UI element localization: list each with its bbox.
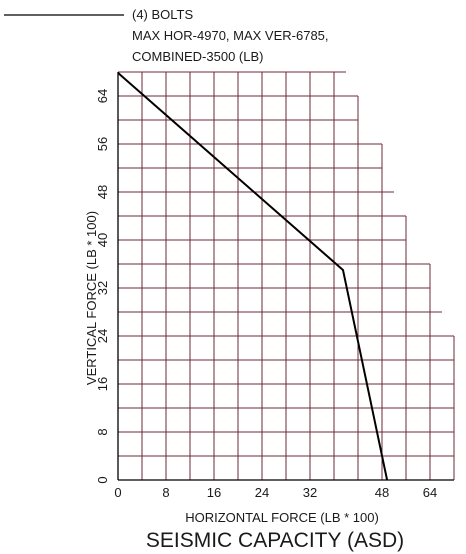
chart-grid xyxy=(117,71,455,481)
y-tick-label: 24 xyxy=(95,329,110,343)
x-axis-label: HORIZONTAL FORCE (LB * 100) xyxy=(185,510,379,525)
y-tick-label: 64 xyxy=(95,89,110,103)
legend-detail-line-1: MAX HOR-4970, MAX VER-6785, xyxy=(132,28,329,43)
y-tick-label: 0 xyxy=(95,476,110,483)
y-tick-labels: 0 8 16 24 32 40 48 56 64 xyxy=(95,89,110,484)
x-tick-label: 48 xyxy=(375,485,389,500)
x-tick-labels: 08162432486480 xyxy=(114,485,437,500)
x-tick-label: 24 xyxy=(255,485,269,500)
x-tick-label: 16 xyxy=(207,485,221,500)
chart-series xyxy=(117,72,389,481)
y-tick-label: 8 xyxy=(95,428,110,435)
y-tick-label: 48 xyxy=(95,185,110,199)
y-tick-label: 40 xyxy=(95,233,110,247)
x-tick-label: 0 xyxy=(114,485,121,500)
legend: (4) BOLTS MAX HOR-4970, MAX VER-6785, CO… xyxy=(4,7,329,64)
capacity-line xyxy=(117,72,389,481)
legend-detail-line-2: COMBINED-3500 (LB) xyxy=(132,49,263,64)
y-tick-label: 16 xyxy=(95,377,110,391)
x-tick-label: 8 xyxy=(162,485,169,500)
chart-caption: SEISMIC CAPACITY (ASD) xyxy=(146,529,404,552)
y-axis-label: VERTICAL FORCE (LB * 100) xyxy=(84,211,99,385)
x-tick-label: 64 xyxy=(423,485,437,500)
x-tick-label: 32 xyxy=(303,485,317,500)
y-tick-label: 56 xyxy=(95,137,110,151)
y-tick-label: 32 xyxy=(95,281,110,295)
legend-entry: (4) BOLTS xyxy=(132,7,193,22)
